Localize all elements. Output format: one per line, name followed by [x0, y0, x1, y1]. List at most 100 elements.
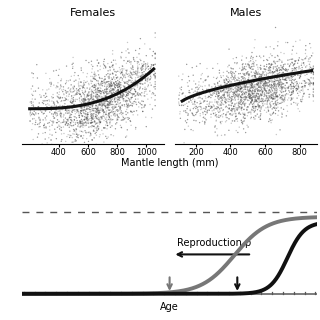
Point [297, 73, 302, 78]
Point [218, 95, 223, 100]
Point [94, 115, 99, 120]
Point [81, 96, 86, 101]
Point [255, 97, 260, 102]
Point [249, 97, 254, 102]
Point [251, 95, 256, 100]
Point [275, 105, 280, 110]
Point [246, 88, 251, 93]
Point [274, 85, 279, 91]
Point [72, 117, 77, 123]
Point [264, 94, 269, 99]
Point [257, 94, 262, 100]
Point [233, 73, 238, 78]
Point [30, 102, 36, 108]
Point [263, 76, 268, 81]
Point [107, 108, 112, 113]
Point [229, 81, 234, 86]
Point [95, 87, 100, 92]
Point [59, 87, 64, 92]
Point [98, 97, 103, 102]
Point [238, 86, 243, 91]
Point [285, 68, 290, 73]
Point [95, 123, 100, 128]
Point [239, 77, 244, 83]
Point [36, 104, 41, 109]
Point [293, 59, 298, 64]
Point [227, 90, 232, 95]
Point [123, 94, 128, 99]
Point [83, 111, 88, 116]
Point [237, 78, 242, 84]
Point [242, 91, 247, 96]
Point [38, 95, 44, 100]
Point [214, 92, 220, 97]
Point [142, 87, 148, 92]
Point [67, 125, 72, 130]
Point [291, 86, 296, 91]
Point [131, 55, 136, 60]
Point [243, 94, 248, 99]
Point [236, 88, 242, 93]
Point [302, 56, 308, 61]
Point [298, 74, 303, 79]
Point [223, 96, 228, 101]
Point [74, 134, 79, 139]
Point [239, 117, 244, 123]
Point [220, 86, 225, 91]
Point [88, 96, 93, 101]
Point [276, 108, 281, 113]
Point [303, 47, 308, 52]
Point [34, 144, 39, 149]
Point [244, 70, 250, 75]
Point [190, 94, 195, 99]
Point [121, 66, 126, 71]
Point [64, 108, 69, 113]
Point [239, 74, 244, 79]
Point [229, 109, 235, 114]
Point [225, 90, 230, 95]
Point [215, 133, 220, 138]
Point [276, 79, 281, 84]
Point [230, 90, 236, 95]
Point [34, 62, 39, 67]
Point [81, 97, 86, 102]
Point [239, 58, 244, 63]
Point [293, 58, 299, 63]
Point [86, 96, 91, 101]
Point [125, 72, 130, 77]
Point [274, 90, 279, 95]
Point [296, 83, 301, 88]
Point [294, 86, 299, 92]
Point [115, 97, 120, 102]
Point [101, 108, 106, 113]
Point [116, 97, 121, 102]
Point [273, 61, 278, 66]
Point [251, 89, 256, 94]
Point [150, 53, 155, 58]
Point [120, 117, 125, 123]
Point [63, 116, 68, 121]
Point [97, 100, 102, 105]
Point [58, 110, 63, 116]
Point [133, 71, 139, 76]
Point [268, 92, 274, 97]
Point [102, 91, 107, 96]
Point [83, 98, 88, 103]
Point [75, 133, 80, 138]
Point [46, 86, 52, 92]
Point [252, 98, 258, 103]
Point [104, 86, 109, 91]
Point [264, 81, 269, 86]
Point [290, 77, 295, 82]
Point [120, 66, 125, 71]
Point [292, 73, 298, 78]
Point [68, 113, 73, 118]
Point [232, 79, 237, 84]
Point [109, 108, 115, 113]
Point [260, 103, 266, 108]
Point [125, 80, 131, 85]
Point [92, 129, 97, 134]
Point [234, 90, 239, 95]
Point [111, 86, 116, 92]
Point [94, 100, 99, 105]
